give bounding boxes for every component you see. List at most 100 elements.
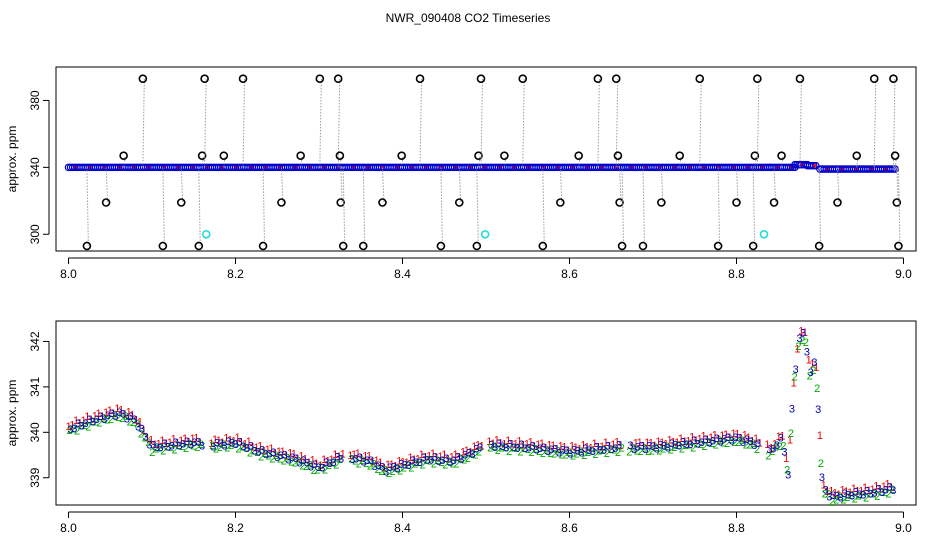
bottom-series-2-point: 2: [408, 462, 414, 474]
bottom-series-1-point: 1: [174, 437, 180, 449]
top-panel: approx. ppm 8.0 8.2 8.4 8.6 8.8 9.0 300 340 380: [5, 66, 917, 281]
bottom-series-1-point: 1: [189, 433, 195, 445]
bottom-series-3-point: 3: [124, 413, 130, 425]
bottom-series-3-point: 3: [736, 433, 742, 445]
bottom-series-3-point: 3: [319, 463, 325, 475]
bottom-series-1-point: 1: [866, 485, 872, 497]
bottom-series-2-point: 2: [487, 443, 493, 455]
bottom-series-2-point: 2: [822, 489, 828, 501]
top-outlier-point: [296, 151, 305, 160]
top-baseline-point: [889, 165, 897, 173]
top-outlier-point: [894, 241, 903, 251]
bottom-series-2-point: 2: [818, 458, 824, 470]
top-spike-connector: [597, 78, 600, 168]
bottom-series-1-point: 1: [88, 414, 94, 426]
bottom-series-3-point: 3: [834, 490, 840, 502]
bottom-series-2-point: 2: [514, 443, 520, 455]
bottom-series-3-point: 3: [744, 434, 750, 446]
bottom-series-3-point: 3: [300, 455, 306, 467]
bottom-series-2-point: 2: [221, 439, 227, 451]
bottom-series-1-point: 1: [599, 441, 605, 453]
bottom-series-1-point: 1: [291, 449, 297, 461]
bottom-series-2-point: 2: [472, 450, 478, 462]
bottom-series-3-point: 3: [853, 486, 859, 498]
bottom-series-2-point: 2: [160, 446, 166, 458]
bottom-series-3-point: 3: [248, 441, 254, 453]
bottom-series-1-point: 1: [764, 439, 770, 451]
bottom-series-2-point: 2: [145, 437, 151, 449]
top-outlier-point: [338, 241, 348, 251]
bottom-series-1-point: 1: [813, 362, 819, 374]
bottom-series-3-point: 3: [488, 440, 494, 452]
bottom-series-2-point: 2: [844, 492, 850, 504]
top-spike-connector: [873, 78, 877, 168]
bottom-series-2-point: 2: [390, 466, 396, 478]
bottom-x-tick-label: 8.2: [227, 521, 244, 535]
top-spike-connector: [894, 155, 898, 168]
bottom-series-3-point: 3: [282, 450, 288, 462]
bottom-series-2-point: 2: [367, 460, 373, 472]
bottom-series-1-point: 1: [682, 436, 688, 448]
bottom-series-3-point: 3: [402, 459, 408, 471]
bottom-series-1-point: 1: [220, 437, 226, 449]
bottom-series-1-point: 1: [302, 453, 308, 465]
bottom-series-2-point: 2: [799, 335, 805, 347]
bottom-series-3-point: 3: [526, 443, 532, 455]
top-spike-connector: [818, 167, 822, 246]
bottom-series-3-point: 3: [522, 443, 528, 455]
bottom-series-1-point: 1: [554, 444, 560, 456]
bottom-series-3-point: 3: [496, 438, 502, 450]
bottom-series-1-point: 1: [186, 436, 192, 448]
bottom-series-3-point: 3: [699, 437, 705, 449]
top-spike-connector: [621, 167, 625, 246]
top-axes: 8.0 8.2 8.4 8.6 8.8 9.0 300 340 380: [28, 90, 912, 281]
bottom-series-3-point: 3: [872, 487, 878, 499]
bottom-series-1-point: 1: [719, 430, 725, 442]
top-outlier-point: [397, 151, 406, 160]
bottom-y-tick-label: 341: [28, 377, 42, 397]
bottom-series-1-point: 1: [546, 440, 552, 452]
bottom-series-3-point: 3: [210, 442, 216, 454]
bottom-series-2-point: 2: [66, 425, 72, 437]
bottom-series-3-point: 3: [639, 440, 645, 452]
bottom-series-3-point: 3: [150, 440, 156, 452]
top-outlier-point: [732, 198, 741, 207]
bottom-series-1-point: 1: [381, 462, 387, 474]
top-outlier-point: [500, 151, 509, 160]
bottom-series-1-point: 1: [467, 447, 473, 459]
bottom-series-2-point: 2: [168, 442, 174, 454]
top-data-marks: [64, 74, 903, 251]
bottom-series-2-point: 2: [645, 446, 651, 458]
bottom-series-1-point: 1: [836, 489, 842, 501]
bottom-series-1-point: 1: [772, 438, 778, 450]
bottom-series-1-point: 1: [129, 410, 135, 422]
bottom-series-2-point: 2: [810, 365, 816, 377]
bottom-series-1-point: 1: [152, 439, 158, 451]
bottom-series-2-point: 2: [70, 424, 76, 436]
bottom-series-1-point: 1: [389, 459, 395, 471]
chart-title: NWR_090408 CO2 Timeseries: [386, 11, 551, 25]
bottom-x-tick-label: 8.8: [728, 521, 745, 535]
bottom-series-1-point: 1: [802, 327, 808, 339]
bottom-series-3-point: 3: [774, 440, 780, 452]
bottom-series-3-point: 3: [469, 449, 475, 461]
bottom-series-3-point: 3: [349, 454, 355, 466]
bottom-series-1-point: 1: [712, 430, 718, 442]
bottom-series-3-point: 3: [740, 437, 746, 449]
top-outlier-point: [194, 241, 204, 251]
bottom-series-1-point: 1: [295, 453, 301, 465]
bottom-series-2-point: 2: [423, 455, 429, 467]
bottom-series-2-point: 2: [427, 455, 433, 467]
top-spike-connector: [699, 78, 702, 168]
bottom-series-1-point: 1: [445, 453, 451, 465]
bottom-series-1-point: 1: [111, 408, 117, 420]
bottom-series-1-point: 1: [862, 482, 868, 494]
bottom-series-3-point: 3: [376, 460, 382, 472]
bottom-series-3-point: 3: [278, 450, 284, 462]
bottom-series-3-point: 3: [315, 462, 321, 474]
bottom-series-3-point: 3: [556, 448, 562, 460]
top-spike-connector: [578, 155, 581, 168]
bottom-series-2-point: 2: [303, 461, 309, 473]
bottom-series-1-point: 1: [99, 411, 105, 423]
bottom-series-1-point: 1: [182, 433, 188, 445]
